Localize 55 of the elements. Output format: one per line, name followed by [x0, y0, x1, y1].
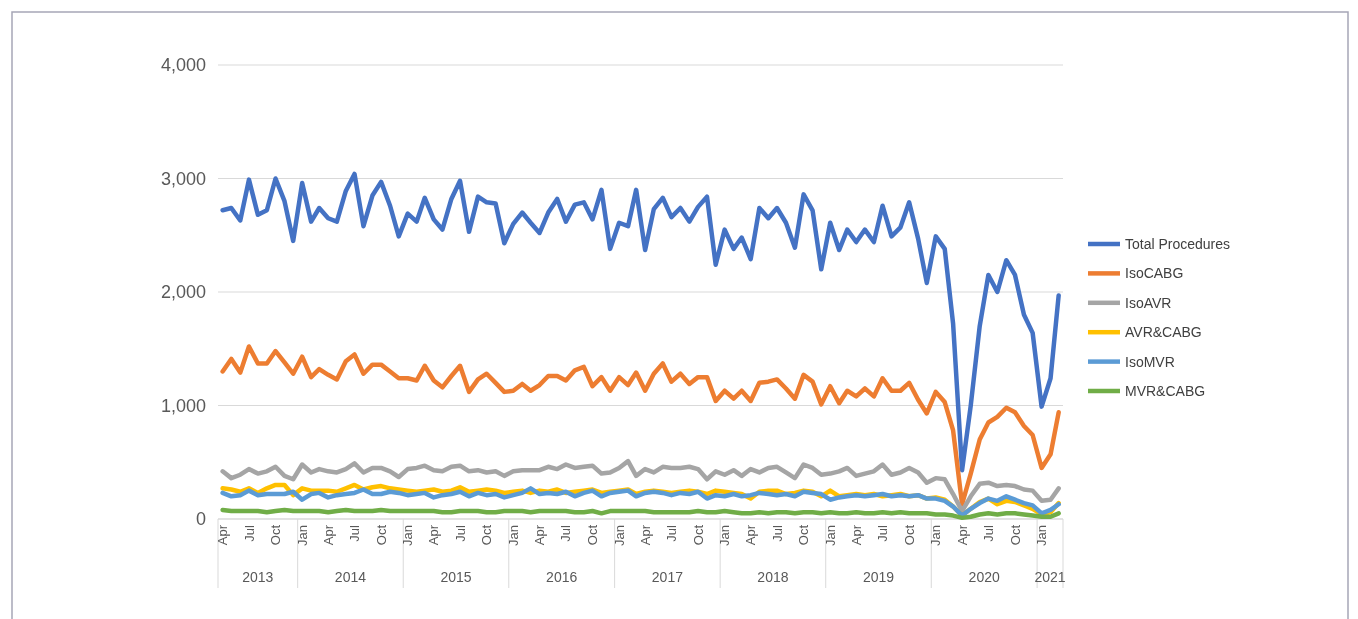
x-tick-label: Apr — [848, 524, 864, 546]
y-tick-label: 3,000 — [160, 168, 206, 189]
text: 2021 — [1034, 569, 1066, 585]
legend-label: AVR&CABG — [1125, 324, 1202, 341]
x-tick-label: Jan — [1034, 525, 1050, 546]
x-tick-label: Apr — [426, 524, 442, 546]
x-tick-label: Apr — [637, 524, 653, 546]
x-tick-label: Jan — [822, 525, 838, 546]
x-tick-label: Jul — [241, 524, 257, 542]
x-tick-label: Jan — [400, 525, 416, 546]
text: 2014 — [334, 569, 367, 585]
y-tick-label: 1,000 — [160, 395, 206, 416]
line-series — [220, 344, 1061, 507]
x-tick-label: Oct — [479, 524, 495, 546]
x-tick-label: Jan — [294, 525, 310, 546]
x-tick-label: Apr — [215, 524, 231, 546]
x-tick-label: Apr — [954, 524, 970, 546]
x-tick-label: Jan — [611, 525, 627, 546]
x-tick-label: Oct — [585, 524, 601, 546]
legend-label: MVR&CABG — [1125, 382, 1206, 399]
x-tick-label: Jul — [769, 524, 785, 542]
legend-label: IsoCABG — [1125, 265, 1184, 282]
legend-label: Total Procedures — [1125, 235, 1231, 252]
text: 2017 — [651, 569, 684, 585]
x-tick-label: Oct — [690, 524, 706, 546]
x-tick-label: Jul — [452, 524, 468, 542]
y-tick-label: 0 — [195, 509, 206, 530]
x-tick-label: Apr — [532, 524, 548, 546]
x-tick-label: Jan — [717, 525, 733, 546]
text: 2016 — [546, 569, 578, 585]
legend-label: IsoMVR — [1125, 353, 1175, 370]
x-tick-label: Oct — [373, 524, 389, 546]
x-tick-label: Jan — [505, 525, 521, 546]
x-tick-label: Oct — [901, 524, 917, 546]
text: 2018 — [757, 569, 789, 585]
x-tick-label: Jul — [558, 524, 574, 542]
line-series — [220, 171, 1061, 473]
text: 2020 — [968, 569, 1000, 585]
x-tick-label: Apr — [743, 524, 759, 546]
x-tick-label: Oct — [268, 524, 284, 546]
text: 2013 — [242, 569, 274, 585]
x-tick-label: Jul — [663, 524, 679, 542]
x-tick-label: Jul — [980, 524, 996, 542]
legend-label: IsoAVR — [1125, 294, 1172, 311]
x-tick-label: Jul — [875, 524, 891, 542]
y-tick-label: 2,000 — [160, 282, 206, 303]
text: 2019 — [862, 569, 895, 585]
x-tick-label: Oct — [796, 524, 812, 546]
x-tick-label: Jan — [928, 525, 944, 546]
x-tick-label: Jul — [347, 524, 363, 542]
line-series — [220, 458, 1061, 514]
text: 2015 — [440, 569, 472, 585]
x-tick-label: Oct — [1007, 524, 1023, 546]
x-tick-label: Apr — [320, 524, 336, 546]
y-tick-label: 4,000 — [160, 55, 206, 76]
